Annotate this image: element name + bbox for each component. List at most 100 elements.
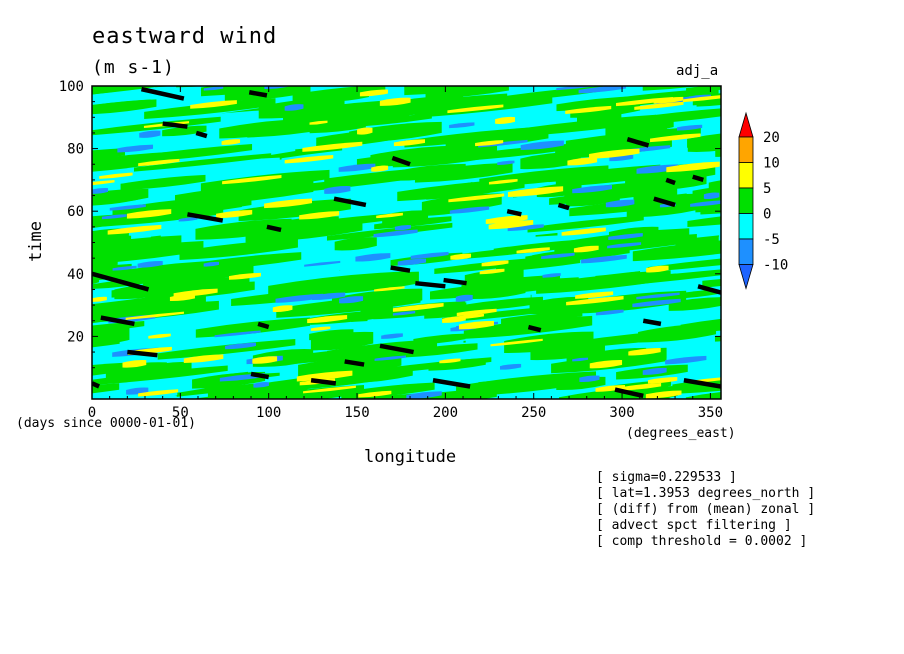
field-contour	[572, 357, 589, 362]
field-contour	[501, 86, 604, 102]
field-contour	[195, 218, 292, 240]
field-contour	[579, 375, 600, 382]
field-contour	[358, 390, 392, 398]
field-contour	[439, 358, 461, 364]
field-contour	[264, 250, 372, 272]
field-contour	[260, 62, 384, 81]
field-contour	[630, 86, 639, 87]
field-contour	[386, 96, 485, 114]
field-contour	[410, 251, 449, 259]
field-contour	[565, 105, 612, 115]
field-contour	[668, 297, 721, 311]
black-streak	[443, 277, 467, 286]
field-contour	[276, 293, 421, 318]
field-contour	[541, 252, 575, 260]
field-contour	[284, 155, 334, 164]
field-contour	[499, 363, 522, 370]
field-contour	[447, 104, 504, 114]
field-contour	[666, 161, 720, 173]
field-contour	[425, 86, 509, 100]
y-tick-label: 100	[59, 79, 84, 95]
field-contour	[124, 143, 253, 164]
field-contour	[397, 258, 427, 266]
field-contour	[589, 148, 640, 159]
field-contour	[481, 260, 509, 267]
field-contour	[536, 270, 671, 294]
field-contour	[711, 86, 721, 94]
field-contour	[414, 86, 428, 87]
field-contour	[490, 338, 543, 347]
field-contour	[636, 164, 678, 174]
field-contour	[92, 296, 107, 302]
field-contour	[674, 400, 793, 422]
field-contour	[222, 175, 282, 185]
black-streak	[557, 202, 570, 211]
field-contour	[310, 331, 374, 351]
chart-title: eastward wind	[92, 24, 278, 49]
field-contour	[464, 268, 524, 286]
field-contour	[707, 351, 721, 361]
colorbar-label: 0	[763, 207, 771, 223]
field-contour	[203, 86, 224, 91]
black-streak	[432, 378, 471, 389]
field-contour	[324, 167, 434, 184]
field-contour	[703, 192, 720, 200]
field-contour	[381, 333, 403, 339]
field-contour	[673, 289, 719, 299]
colorbar-box	[738, 238, 754, 265]
field-contour	[548, 164, 661, 183]
field-contour	[107, 224, 162, 235]
black-streak	[344, 359, 365, 367]
field-contour	[92, 188, 109, 194]
field-contour	[374, 216, 452, 230]
field-contour	[349, 121, 442, 143]
field-contour	[623, 115, 674, 133]
field-contour	[302, 141, 363, 152]
black-streak	[683, 378, 721, 389]
field-contour	[456, 371, 597, 397]
y-tick-label: 20	[67, 329, 84, 345]
field-contour	[182, 252, 302, 273]
y-tick-label: 60	[67, 204, 84, 220]
field-contour	[0, 103, 91, 121]
field-contour	[327, 339, 438, 360]
field-contour	[203, 261, 219, 267]
field-contour	[157, 338, 296, 360]
field-contour	[732, 339, 808, 360]
field-contour	[92, 179, 115, 186]
field-contour	[245, 219, 363, 243]
field-contour	[714, 335, 721, 342]
field-contour	[305, 57, 448, 79]
field-contour	[268, 271, 407, 297]
field-contour	[543, 86, 554, 87]
black-streak	[266, 224, 282, 233]
field-contour	[357, 127, 373, 135]
field-contour	[122, 360, 147, 368]
field-contour	[642, 367, 667, 375]
x-tick-label: 150	[344, 405, 369, 421]
field-contour	[608, 233, 643, 241]
field-contour	[442, 305, 561, 323]
field-contour	[103, 207, 224, 227]
field-contour	[339, 296, 364, 304]
chart-units: (m s-1)	[92, 57, 175, 78]
field-contour	[727, 89, 790, 106]
field-contour	[495, 116, 516, 124]
field-contour	[0, 357, 76, 371]
field-contour	[566, 296, 624, 306]
field-contour	[607, 242, 642, 249]
field-contour	[120, 174, 206, 191]
field-contour	[310, 326, 331, 331]
field-contour	[682, 95, 721, 103]
field-contour	[248, 393, 320, 399]
field-contour	[645, 390, 682, 399]
field-contour	[723, 331, 826, 346]
field-contour	[581, 254, 627, 264]
field-contour	[542, 273, 561, 278]
field-contour	[221, 139, 241, 145]
colorbar-label: 20	[763, 130, 780, 146]
field-contour	[247, 122, 328, 138]
field-contour	[178, 217, 198, 222]
field-contour	[393, 139, 425, 147]
